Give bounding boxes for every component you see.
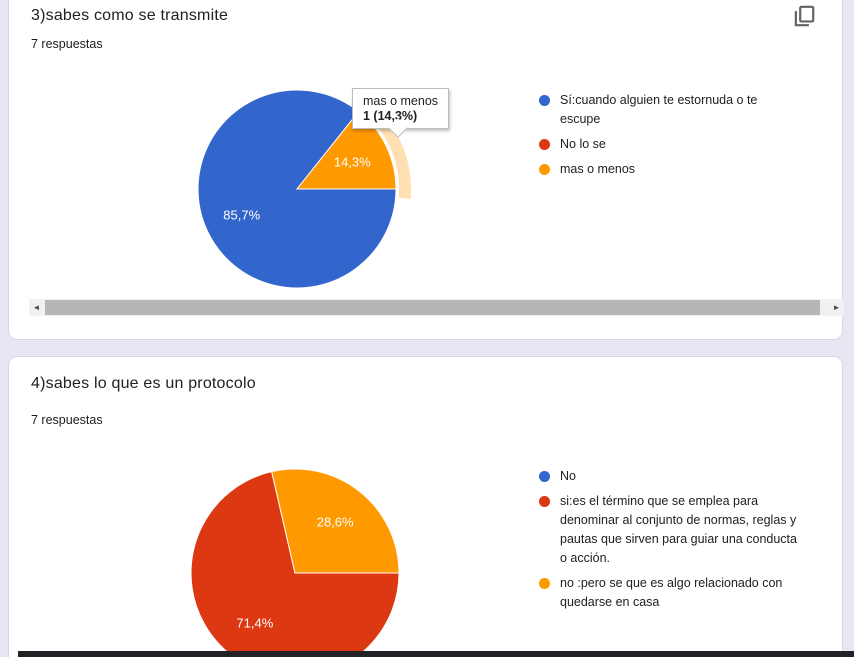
legend-item: Sí:cuando alguien te estornuda o te escu…: [539, 91, 797, 129]
question-title: 3)sabes como se transmite: [31, 7, 229, 24]
legend-label: Sí:cuando alguien te estornuda o te escu…: [560, 93, 758, 126]
legend-item: no :pero se que es algo relacionado con …: [539, 574, 797, 612]
legend-label: si:es el término que se emplea para deno…: [560, 494, 797, 565]
chart-tooltip: mas o menos 1 (14,3%): [352, 88, 450, 138]
legend-item: No lo se: [539, 135, 797, 154]
legend-label: mas o menos: [560, 162, 636, 176]
responses-count: 7 respuestas: [31, 37, 103, 51]
slice-percent-label: 14,3%: [334, 154, 371, 169]
pie-slice-2[interactable]: [271, 468, 400, 574]
slice-percent-label: 71,4%: [236, 615, 273, 630]
legend-label: no :pero se que es algo relacionado con …: [560, 576, 783, 609]
tooltip-value: 1 (14,3%): [363, 109, 418, 123]
legend-label: No: [560, 469, 576, 483]
scrollbar-track[interactable]: [44, 299, 829, 316]
tooltip-label: mas o menos: [363, 94, 439, 108]
legend-swatch: [539, 139, 550, 150]
legend-swatch: [539, 471, 550, 482]
scroll-right-button[interactable]: ►: [829, 299, 844, 316]
chart-legend: Sí:cuando alguien te estornuda o te escu…: [539, 91, 797, 185]
window-bottom-edge: [18, 651, 854, 657]
scrollbar-thumb[interactable]: [45, 300, 820, 315]
slice-percent-label: 85,7%: [223, 208, 260, 223]
responses-count: 7 respuestas: [31, 413, 103, 427]
legend-swatch: [539, 578, 550, 589]
scroll-left-button[interactable]: ◄: [29, 299, 44, 316]
question-title: 4)sabes lo que es un protocolo: [31, 375, 256, 392]
slice-percent-label: 28,6%: [317, 515, 354, 530]
legend-item: mas o menos: [539, 160, 797, 179]
legend-swatch: [539, 164, 550, 175]
question-card-transmite: 3)sabes como se transmite 7 respuestas 8…: [8, 0, 844, 340]
copy-chart-button[interactable]: [790, 3, 818, 31]
legend-label: No lo se: [560, 137, 606, 151]
chart-legend: No si:es el término que se emplea para de…: [539, 467, 797, 618]
pie-chart-protocolo[interactable]: 71,4% 28,6%: [181, 459, 421, 657]
legend-item: No: [539, 467, 797, 486]
legend-item: si:es el término que se emplea para deno…: [539, 492, 797, 568]
legend-swatch: [539, 496, 550, 507]
copy-icon: [794, 5, 815, 27]
horizontal-scrollbar[interactable]: ◄ ►: [29, 299, 844, 316]
legend-swatch: [539, 95, 550, 106]
question-card-protocolo: 4)sabes lo que es un protocolo 7 respues…: [8, 356, 843, 657]
